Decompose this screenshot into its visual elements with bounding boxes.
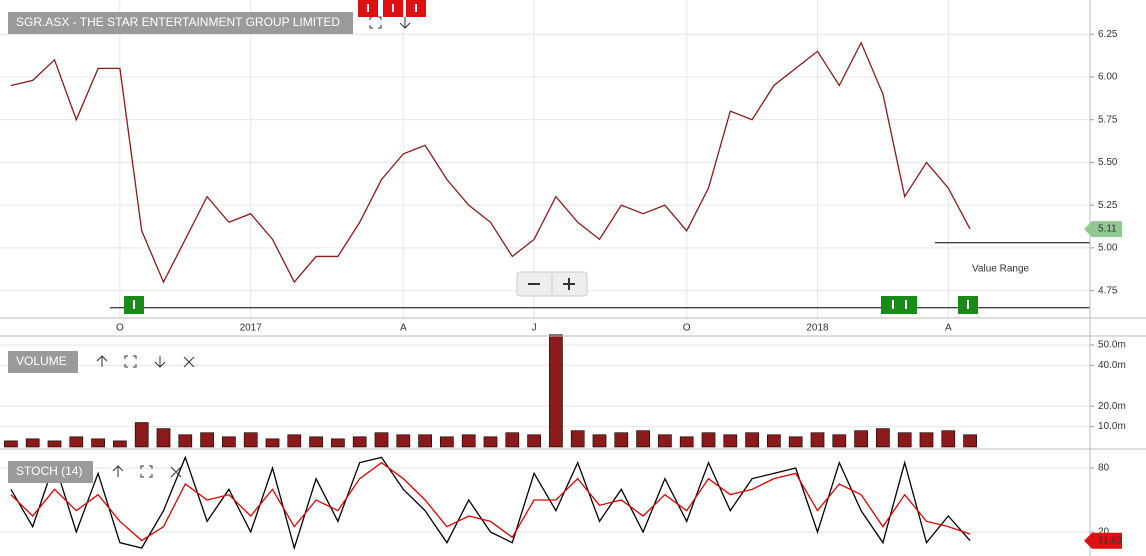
- panel-title: VOLUME: [16, 354, 67, 368]
- bar: [134, 422, 149, 448]
- bar: [352, 436, 367, 448]
- data-line: [10, 41, 971, 284]
- data-line: [10, 455, 971, 551]
- bar: [461, 434, 476, 448]
- x-tick-label: O: [683, 323, 691, 334]
- bar: [941, 430, 956, 448]
- x-tick-label: J: [532, 323, 537, 334]
- bar: [156, 428, 171, 448]
- panel-title: STOCH (14): [16, 464, 82, 478]
- y-tick-label: 6.25: [1098, 29, 1118, 40]
- y-tick-label: 10.0m: [1098, 421, 1126, 432]
- x-tick-label: O: [116, 323, 124, 334]
- bar: [592, 434, 607, 448]
- bar: [418, 434, 432, 448]
- bar: [963, 434, 977, 448]
- bar: [723, 434, 738, 448]
- bar: [4, 440, 18, 448]
- bar: [919, 432, 934, 448]
- bar: [876, 428, 890, 448]
- panel-icons[interactable]: [96, 355, 195, 368]
- title-box: [8, 12, 353, 34]
- y-tick-label: 20: [1098, 527, 1110, 538]
- bar: [222, 436, 236, 448]
- bar: [636, 430, 650, 448]
- x-tick-label: 2017: [240, 323, 263, 334]
- bar: [679, 436, 694, 448]
- y-tick-label: 50.0m: [1098, 340, 1126, 351]
- bar: [69, 436, 84, 448]
- panel-title-box: [8, 461, 93, 483]
- bar: [25, 438, 40, 448]
- y-tick-label: 5.25: [1098, 200, 1118, 211]
- bar: [396, 434, 411, 448]
- data-line: [10, 461, 971, 542]
- plot-layer: 4.75 5.00 5.25 5.50 5.75 6.00 6.25 O 2017 A J O 2018…: [0, 0, 1126, 551]
- bar: [527, 434, 541, 448]
- event-marker[interactable]: [383, 0, 403, 17]
- bar: [200, 432, 214, 448]
- last-value-label: 5.11: [1098, 224, 1117, 235]
- bar: [309, 436, 323, 448]
- bar: [243, 432, 258, 448]
- bar: [483, 436, 498, 448]
- bar: [331, 438, 345, 448]
- bar: [374, 432, 389, 448]
- bar: [658, 434, 672, 448]
- signal-marker[interactable]: [881, 296, 917, 314]
- bar: [788, 436, 803, 448]
- panel-title-box: [8, 351, 78, 373]
- y-tick-label: 5.50: [1098, 157, 1118, 168]
- bar: [810, 432, 825, 448]
- event-marker[interactable]: [406, 0, 426, 17]
- y-tick-label: 40.0m: [1098, 360, 1126, 371]
- x-tick-label: 2018: [806, 323, 829, 334]
- x-tick-label: A: [945, 323, 952, 334]
- bar: [549, 334, 563, 448]
- bar: [47, 440, 62, 448]
- bar: [287, 434, 302, 448]
- bar: [745, 432, 759, 448]
- y-tick-label: 6.00: [1098, 72, 1118, 83]
- bar: [265, 438, 280, 448]
- bar: [440, 436, 454, 448]
- y-tick-label: 80: [1098, 463, 1110, 474]
- x-tick-label: A: [400, 323, 407, 334]
- last-value-label: 11.83: [1098, 535, 1123, 546]
- last-value-tag: [1084, 221, 1122, 238]
- bar: [832, 434, 847, 448]
- bar: [854, 430, 868, 448]
- bar: [178, 434, 193, 448]
- bar: [505, 432, 520, 448]
- annotation: Value Range: [972, 264, 1030, 275]
- chart-title: SGR.ASX - THE STAR ENTERTAINMENT GROUP L…: [16, 15, 340, 29]
- bar: [113, 440, 127, 448]
- y-tick-label: 5.00: [1098, 243, 1118, 254]
- bar: [91, 438, 105, 448]
- event-marker[interactable]: [358, 0, 378, 17]
- y-tick-label: 20.0m: [1098, 401, 1126, 412]
- y-tick-label: 5.75: [1098, 114, 1118, 125]
- y-tick-label: 4.75: [1098, 285, 1118, 296]
- bar: [897, 432, 912, 448]
- signal-marker[interactable]: [124, 296, 144, 314]
- signal-marker[interactable]: [958, 296, 978, 314]
- bar: [767, 434, 781, 448]
- last-value-tag: [1084, 532, 1122, 549]
- bar: [701, 432, 716, 448]
- panel-icons[interactable]: [112, 465, 182, 478]
- bar: [614, 432, 629, 448]
- bar: [570, 430, 585, 448]
- zoom-controls[interactable]: [516, 271, 588, 297]
- down-arrow-icon[interactable]: [399, 17, 411, 29]
